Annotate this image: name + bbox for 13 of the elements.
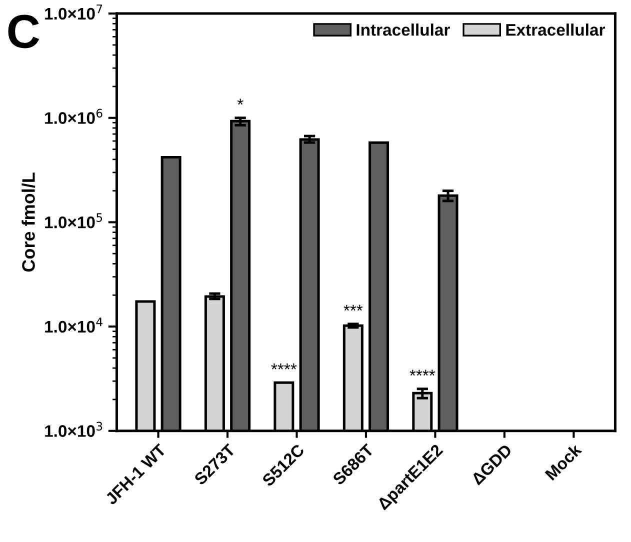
- y-axis-title: Core fmol/L: [22, 172, 36, 272]
- legend-label: Intracellular: [356, 24, 450, 36]
- annotation: ****: [410, 370, 436, 376]
- annotation: ****: [271, 364, 297, 370]
- legend-label: Extracellular: [506, 24, 605, 36]
- annotation: *: [237, 98, 244, 105]
- annotation: ***: [344, 304, 363, 311]
- y-tick-label: 1.0×10$^{7}$: [45, 4, 102, 20]
- y-tick-label: 1.0×10$^{6}$: [45, 108, 102, 124]
- y-tick-label: 1.0×10$^{4}$: [45, 318, 102, 333]
- y-tick-label: 1.0×10$^{3}$: [45, 422, 102, 437]
- y-tick-label: 1.0×10$^{5}$: [45, 213, 102, 228]
- chart-title: C: [8, 14, 40, 48]
